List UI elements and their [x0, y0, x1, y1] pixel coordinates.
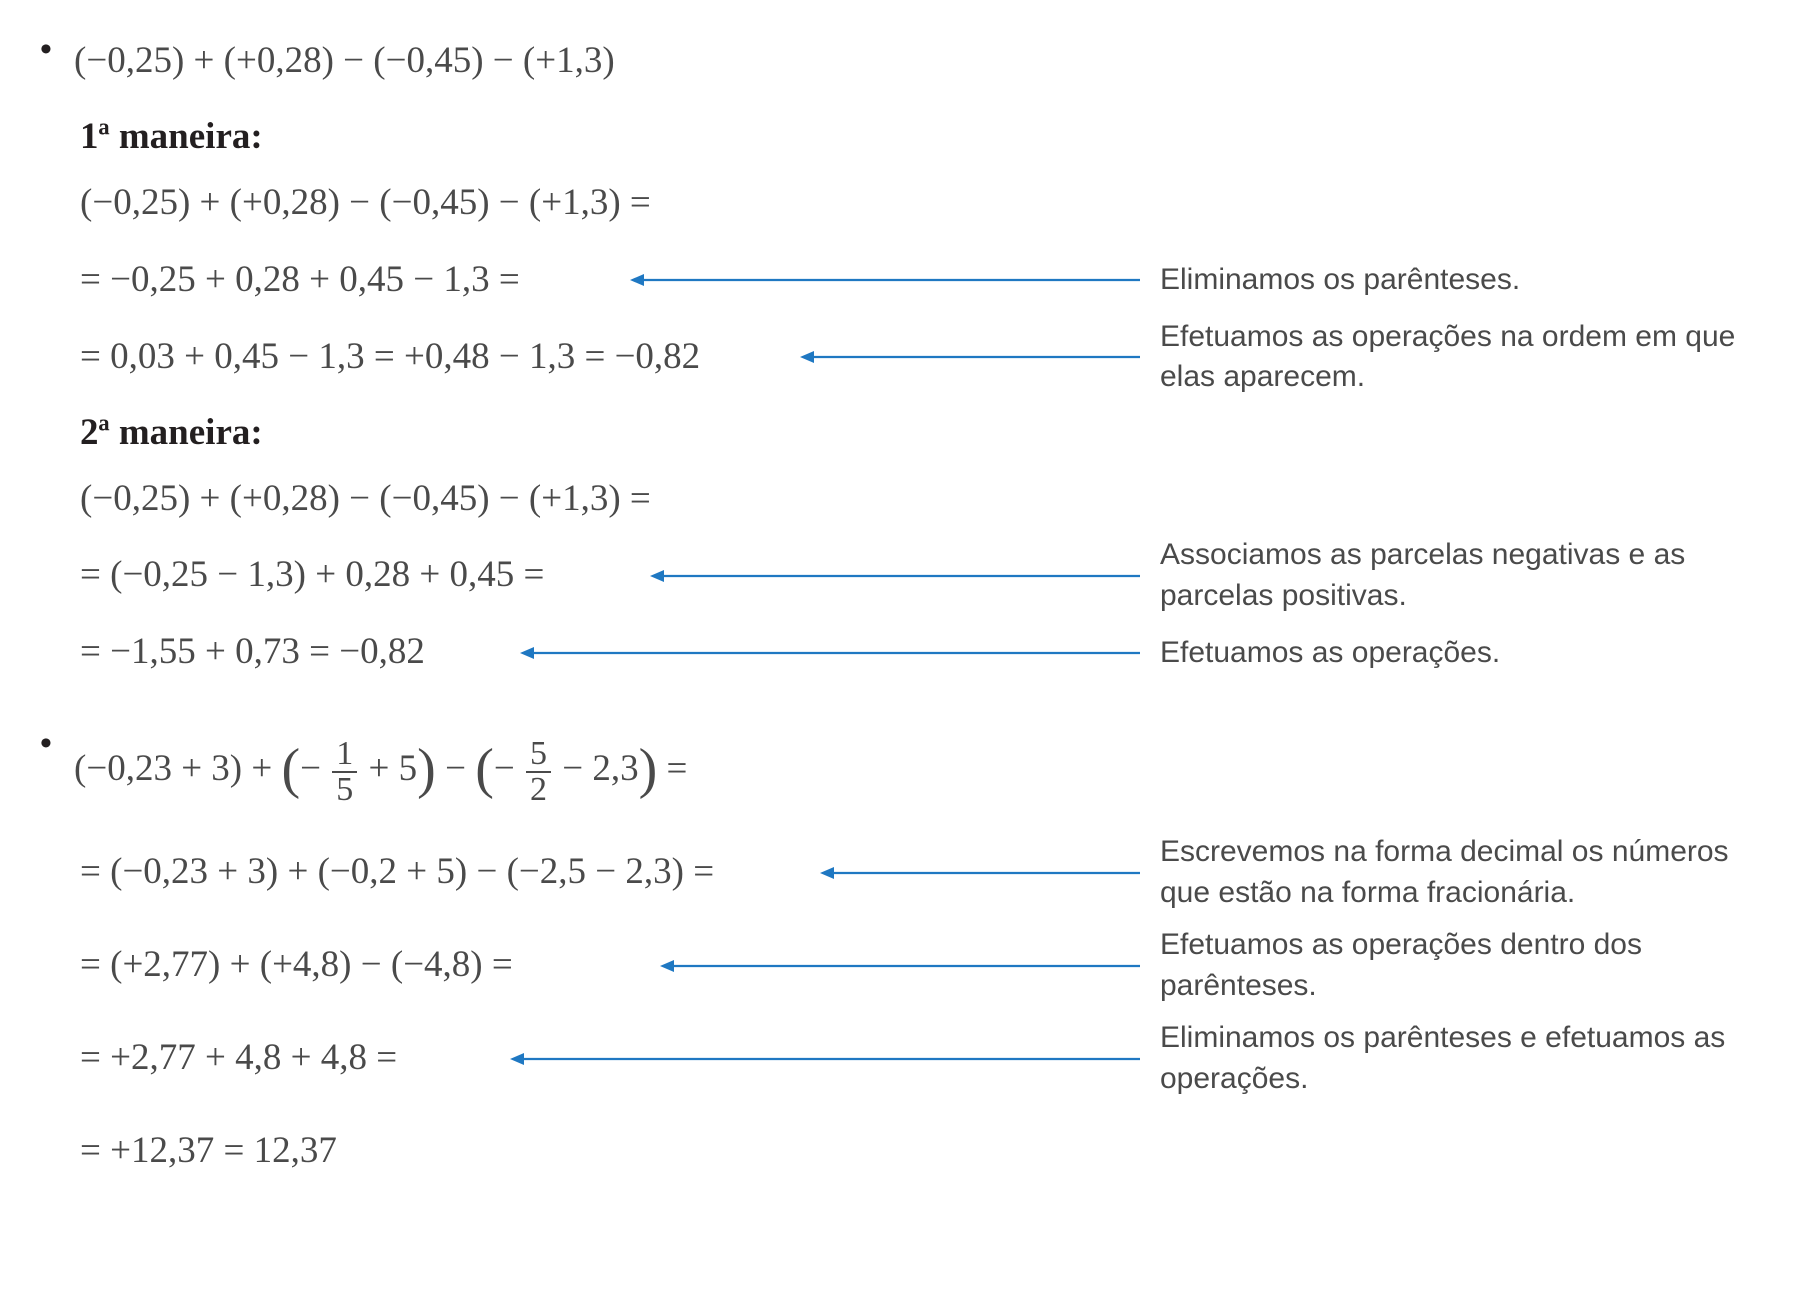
frac-den: 5	[332, 773, 357, 807]
ex1-line6: = −1,55 + 0,73 = −0,82	[80, 621, 425, 684]
ex2-line1: = (−0,23 + 3) + (−0,2 + 5) − (−2,5 − 2,3…	[80, 841, 714, 904]
ex2-pre: (−0,23 + 3) +	[74, 748, 282, 789]
ex1-line4: (−0,25) + (+0,28) − (−0,45) − (+1,3) =	[80, 468, 651, 531]
open-paren-icon: (	[475, 738, 494, 800]
ex1-heading1: 1ª maneira:	[40, 115, 1760, 158]
arrow-icon	[520, 645, 1140, 661]
ex2-line3: = +2,77 + 4,8 + 4,8 =	[80, 1027, 397, 1090]
ex1-note6: Efetuamos as operações.	[1160, 633, 1500, 674]
ex1-note5: Associamos as parcelas negativas e as pa…	[1160, 535, 1760, 616]
ex2-line3-row: = +2,77 + 4,8 + 4,8 = Eliminamos os parê…	[40, 1027, 1760, 1090]
ex2-line2-row: = (+2,77) + (+4,8) − (−4,8) = Efetuamos …	[40, 934, 1760, 997]
ex2-line4: = +12,37 = 12,37	[80, 1120, 337, 1183]
ex2-mid2: −	[436, 748, 475, 789]
frac-num: 1	[332, 737, 357, 773]
arrow-icon	[800, 349, 1140, 365]
ex1-note2: Eliminamos os parênteses.	[1160, 260, 1520, 301]
ex1-line2: = −0,25 + 0,28 + 0,45 − 1,3 =	[80, 249, 520, 312]
ex2-problem: (−0,23 + 3) + (− 1 5 + 5) − (− 5 2 − 2,3…	[74, 724, 687, 819]
ex2-end: =	[657, 748, 687, 789]
ex1-line2-row: = −0,25 + 0,28 + 0,45 − 1,3 = Eliminamos…	[40, 249, 1760, 312]
close-paren-icon: )	[639, 738, 658, 800]
ex1-line5-row: = (−0,25 − 1,3) + 0,28 + 0,45 = Associam…	[40, 544, 1760, 607]
arrow-icon	[820, 865, 1140, 881]
arrow-icon	[660, 958, 1140, 974]
ex2-line2: = (+2,77) + (+4,8) − (−4,8) =	[80, 934, 513, 997]
ex2-problem-row: • (−0,23 + 3) + (− 1 5 + 5) − (− 5 2 − 2…	[40, 724, 1760, 819]
ex1-line4-row: (−0,25) + (+0,28) − (−0,45) − (+1,3) =	[40, 468, 1760, 531]
close-paren-icon: )	[417, 738, 436, 800]
ex2-line4-row: = +12,37 = 12,37	[40, 1120, 1760, 1183]
frac-num: 5	[526, 737, 551, 773]
page-content: • (−0,25) + (+0,28) − (−0,45) − (+1,3) 1…	[0, 0, 1800, 1221]
fraction: 5 2	[526, 737, 551, 807]
ex1-heading2: 2ª maneira:	[40, 411, 1760, 454]
ex1-note3: Efetuamos as operações na ordem em que e…	[1160, 317, 1760, 398]
ex1-problem: (−0,25) + (+0,28) − (−0,45) − (+1,3)	[74, 30, 615, 93]
ex1-line1-row: (−0,25) + (+0,28) − (−0,45) − (+1,3) =	[40, 172, 1760, 235]
ex1-line5: = (−0,25 − 1,3) + 0,28 + 0,45 =	[80, 544, 544, 607]
arrow-icon	[630, 272, 1140, 288]
fraction: 1 5	[332, 737, 357, 807]
ex1-line6-row: = −1,55 + 0,73 = −0,82 Efetuamos as oper…	[40, 621, 1760, 684]
ex2-note1: Escrevemos na forma decimal os números q…	[1160, 832, 1760, 913]
ex1-line3: = 0,03 + 0,45 − 1,3 = +0,48 − 1,3 = −0,8…	[80, 326, 700, 389]
bullet-icon: •	[40, 724, 74, 764]
frac-den: 2	[526, 773, 551, 807]
open-paren-icon: (	[282, 738, 301, 800]
ex2-mid3: − 2,3	[553, 748, 639, 789]
ex1-line1: (−0,25) + (+0,28) − (−0,45) − (+1,3) =	[80, 172, 651, 235]
arrow-icon	[510, 1051, 1140, 1067]
arrow-icon	[650, 568, 1140, 584]
ex2-mid1: + 5	[359, 748, 417, 789]
ex1-problem-row: • (−0,25) + (+0,28) − (−0,45) − (+1,3)	[40, 30, 1760, 93]
ex1-line3-row: = 0,03 + 0,45 − 1,3 = +0,48 − 1,3 = −0,8…	[40, 326, 1760, 389]
ex2-note2: Efetuamos as operações dentro dos parênt…	[1160, 925, 1760, 1006]
ex2-note3: Eliminamos os parênteses e efetuamos as …	[1160, 1018, 1760, 1099]
bullet-icon: •	[40, 30, 74, 70]
ex2-line1-row: = (−0,23 + 3) + (−0,2 + 5) − (−2,5 − 2,3…	[40, 841, 1760, 904]
